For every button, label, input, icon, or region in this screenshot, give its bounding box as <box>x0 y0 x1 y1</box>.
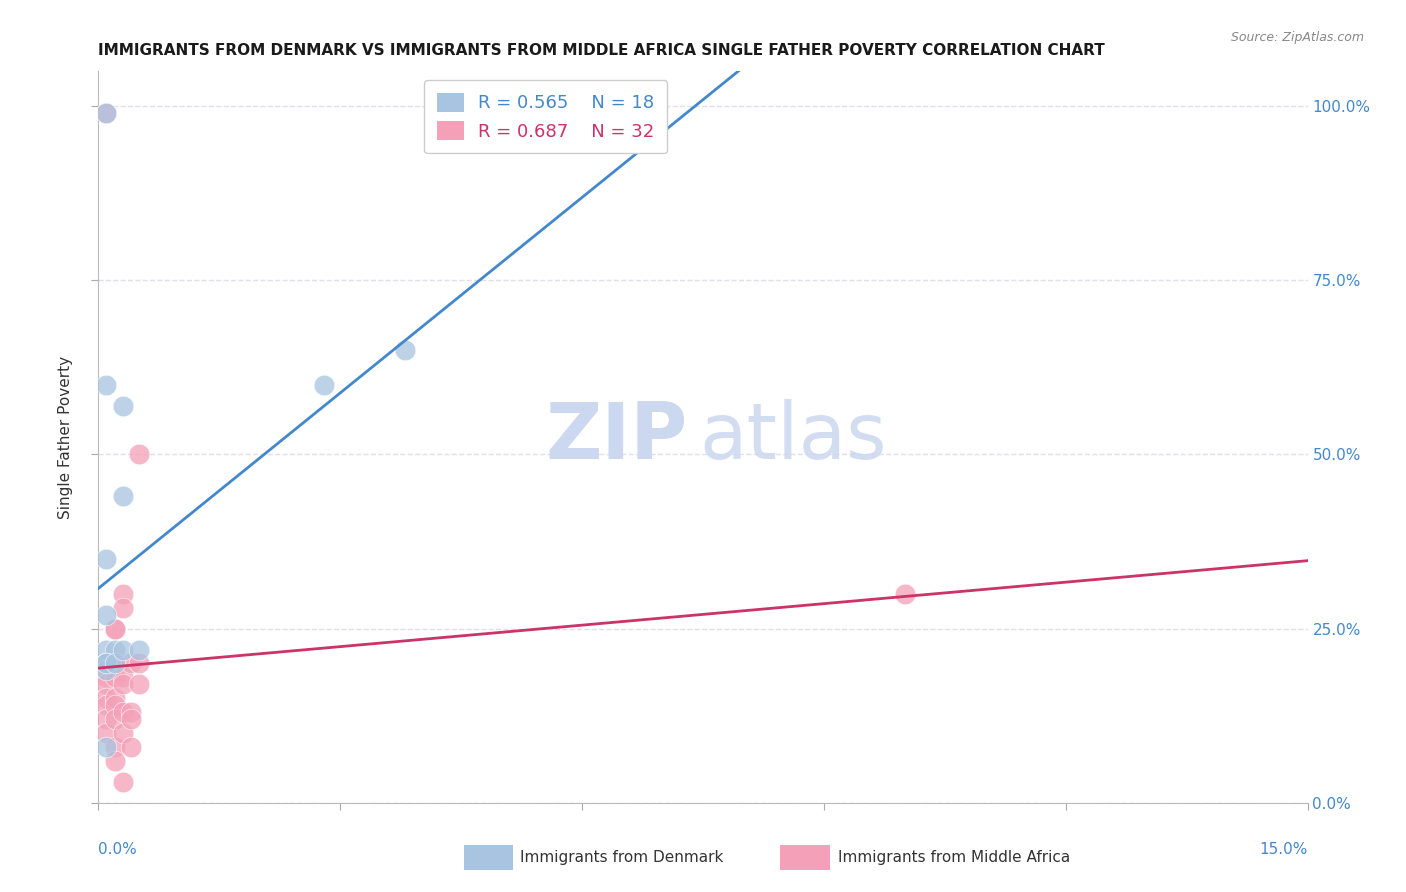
Point <box>120 740 142 755</box>
Point <box>111 399 134 413</box>
Point <box>96 677 118 691</box>
Text: 0.0%: 0.0% <box>98 842 138 856</box>
Point <box>103 740 125 755</box>
Point <box>96 712 118 726</box>
Point <box>96 607 118 622</box>
Point <box>111 726 134 740</box>
Point <box>120 712 142 726</box>
Point <box>314 377 336 392</box>
Point <box>111 775 134 789</box>
Point <box>96 657 118 671</box>
Point <box>111 670 134 684</box>
Text: Immigrants from Denmark: Immigrants from Denmark <box>520 850 724 864</box>
Point <box>96 691 118 706</box>
Point <box>103 657 125 671</box>
Point <box>111 705 134 719</box>
Point <box>128 642 150 657</box>
Text: atlas: atlas <box>699 399 887 475</box>
Point <box>96 106 118 120</box>
Point <box>128 448 150 462</box>
Point <box>96 670 118 684</box>
Point <box>103 698 125 713</box>
Point <box>111 642 134 657</box>
Point <box>96 698 118 713</box>
Point <box>96 377 118 392</box>
Point <box>103 622 125 636</box>
Point <box>128 657 150 671</box>
Point <box>893 587 915 601</box>
Point <box>103 691 125 706</box>
Point <box>96 642 118 657</box>
Point <box>120 705 142 719</box>
Point <box>120 657 142 671</box>
Point <box>103 657 125 671</box>
Text: Source: ZipAtlas.com: Source: ZipAtlas.com <box>1230 31 1364 45</box>
Point <box>96 726 118 740</box>
Point <box>103 670 125 684</box>
Point <box>128 677 150 691</box>
Point <box>96 552 118 566</box>
Point <box>111 677 134 691</box>
Text: 15.0%: 15.0% <box>1260 842 1308 856</box>
Point <box>394 343 416 357</box>
Point <box>96 657 118 671</box>
Text: IMMIGRANTS FROM DENMARK VS IMMIGRANTS FROM MIDDLE AFRICA SINGLE FATHER POVERTY C: IMMIGRANTS FROM DENMARK VS IMMIGRANTS FR… <box>98 43 1105 58</box>
Point <box>96 657 118 671</box>
Point <box>111 587 134 601</box>
Point <box>96 740 118 755</box>
Point <box>111 600 134 615</box>
Point <box>103 712 125 726</box>
Point <box>111 489 134 503</box>
Point <box>96 664 118 678</box>
Point <box>103 642 125 657</box>
Point <box>103 754 125 768</box>
Text: Immigrants from Middle Africa: Immigrants from Middle Africa <box>838 850 1070 864</box>
Point <box>96 106 118 120</box>
Y-axis label: Single Father Poverty: Single Father Poverty <box>58 356 73 518</box>
Text: ZIP: ZIP <box>546 399 688 475</box>
Point <box>103 622 125 636</box>
Legend: R = 0.565    N = 18, R = 0.687    N = 32: R = 0.565 N = 18, R = 0.687 N = 32 <box>425 80 668 153</box>
Point <box>96 657 118 671</box>
